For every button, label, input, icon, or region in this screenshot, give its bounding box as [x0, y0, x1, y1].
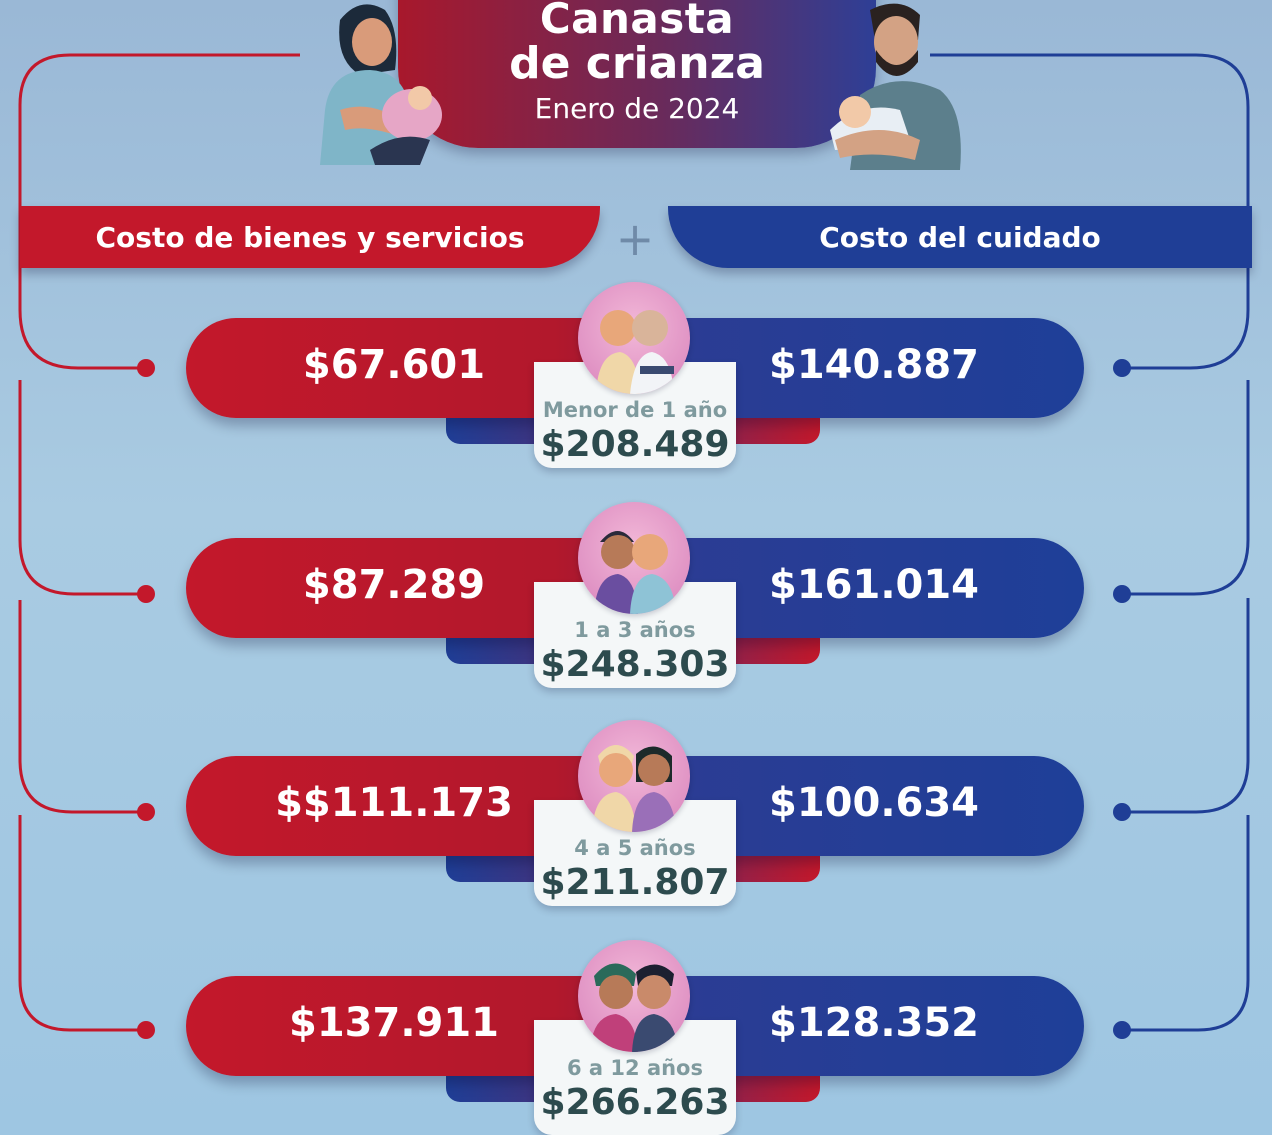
mother-feeding-baby-illustration: [300, 0, 460, 170]
goods-services-header: Costo de bienes y servicios: [20, 206, 600, 268]
total-value: $248.303: [540, 644, 730, 685]
care-cost-value: $100.634: [768, 780, 980, 826]
goods-services-label: Costo de bienes y servicios: [95, 220, 525, 254]
care-cost-value: $140.887: [768, 342, 980, 388]
preschool-children-avatar: [578, 720, 690, 832]
total-value: $211.807: [540, 862, 730, 903]
care-cost-header: Costo del cuidado: [668, 206, 1252, 268]
age-group-label: Menor de 1 año: [542, 398, 728, 422]
care-cost-label: Costo del cuidado: [819, 220, 1101, 254]
goods-cost-value: $67.601: [302, 342, 486, 388]
age-group-label: 4 a 5 años: [574, 836, 696, 860]
toddler-children-avatar: [578, 502, 690, 614]
age-group-label: 6 a 12 años: [567, 1056, 703, 1080]
school-children-avatar: [578, 940, 690, 1052]
plus-icon: +: [615, 212, 655, 266]
date-subtitle: Enero de 2024: [534, 92, 740, 125]
infant-children-avatar: [578, 282, 690, 394]
total-value: $208.489: [540, 424, 730, 465]
age-group-label: 1 a 3 años: [574, 618, 696, 642]
care-cost-value: $128.352: [768, 1000, 980, 1046]
care-cost-value: $161.014: [768, 562, 980, 608]
father-holding-baby-illustration: [820, 0, 980, 170]
title-banner: [398, 0, 876, 148]
goods-cost-value: $87.289: [302, 562, 486, 608]
title-line-2: de crianza: [509, 38, 765, 89]
title-line-1: Canasta: [539, 0, 735, 43]
goods-cost-value: $$111.173: [275, 780, 513, 826]
total-value: $266.263: [540, 1082, 730, 1123]
goods-cost-value: $137.911: [288, 1000, 500, 1046]
